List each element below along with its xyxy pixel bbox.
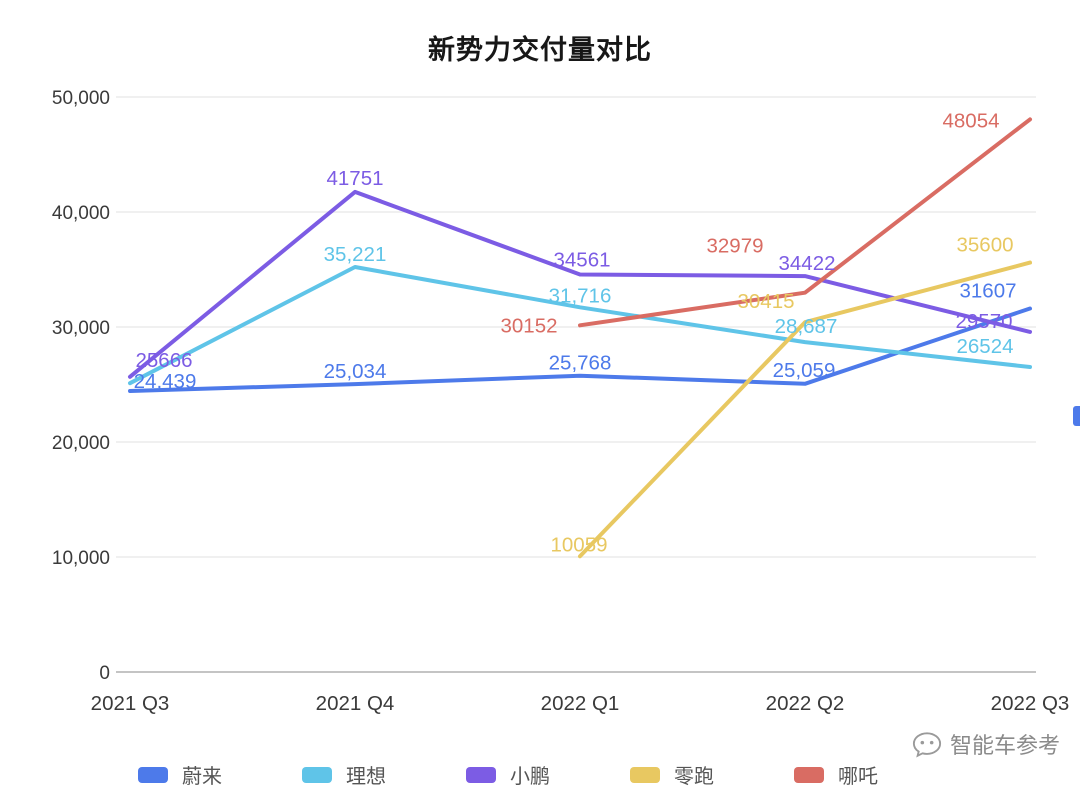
scrollbar-thumb[interactable]: [1073, 406, 1080, 426]
legend-label: 零跑: [674, 766, 714, 788]
y-tick-label: 40,000: [52, 203, 110, 224]
point-label: 31607: [959, 280, 1016, 303]
x-tick-label: 2021 Q4: [316, 692, 395, 715]
legend-item-4[interactable]: 哪吒: [794, 760, 878, 789]
legend-swatch-icon: [630, 766, 660, 783]
point-label: 35,221: [324, 243, 387, 266]
point-label: 25666: [135, 349, 192, 372]
series-line-3: [578, 260, 1032, 559]
point-label: 28,687: [775, 315, 838, 338]
y-tick-label: 10,000: [52, 548, 110, 569]
legend-label: 蔚来: [182, 766, 222, 788]
legend-swatch-icon: [466, 766, 496, 783]
legend-item-1[interactable]: 理想: [302, 760, 386, 789]
y-tick-label: 0: [99, 663, 110, 684]
series-line-1: [128, 265, 1032, 386]
legend-swatch-icon: [302, 766, 332, 783]
x-tick-label: 2022 Q2: [766, 692, 845, 715]
point-label: 25,059: [773, 359, 836, 382]
legend-label: 理想: [346, 766, 386, 788]
point-label: 26524: [956, 335, 1013, 358]
x-tick-label: 2022 Q3: [991, 692, 1070, 715]
watermark: 智能车参考: [912, 728, 1060, 760]
watermark-text: 智能车参考: [949, 733, 1060, 758]
legend-item-3[interactable]: 零跑: [630, 760, 714, 789]
point-label: 31,716: [549, 284, 612, 307]
x-tick-label: 2021 Q3: [91, 692, 170, 715]
point-label: 29570: [955, 310, 1012, 333]
chart-title: 新势力交付量对比: [428, 35, 652, 65]
point-label: 30415: [737, 290, 794, 313]
legend-swatch-icon: [794, 766, 824, 783]
point-label: 24,439: [134, 370, 197, 393]
point-label: 34422: [778, 252, 835, 275]
point-label: 32979: [706, 235, 763, 258]
legend-item-0[interactable]: 蔚来: [138, 760, 222, 789]
point-label: 30152: [500, 314, 557, 337]
series-line-2: [128, 189, 1032, 379]
series-line-4: [578, 117, 1032, 328]
point-label: 10059: [550, 533, 607, 556]
y-tick-label: 30,000: [52, 318, 110, 339]
series-line-0: [128, 306, 1032, 393]
legend-label: 哪吒: [838, 766, 878, 788]
point-label: 34561: [553, 249, 610, 272]
point-label: 41751: [326, 167, 383, 190]
legend-label: 小鹏: [510, 766, 550, 788]
chart-legend: 蔚来 理想 小鹏 零跑 哪吒: [138, 760, 878, 789]
point-label: 25,768: [549, 352, 612, 375]
point-label: 25,034: [324, 360, 387, 383]
y-tick-label: 50,000: [52, 88, 110, 109]
legend-item-2[interactable]: 小鹏: [466, 760, 550, 789]
point-label: 35600: [956, 234, 1013, 257]
wechat-icon: [912, 731, 942, 758]
y-tick-label: 20,000: [52, 433, 110, 454]
legend-swatch-icon: [138, 766, 168, 783]
x-tick-label: 2022 Q1: [541, 692, 620, 715]
point-label: 48054: [942, 109, 999, 132]
